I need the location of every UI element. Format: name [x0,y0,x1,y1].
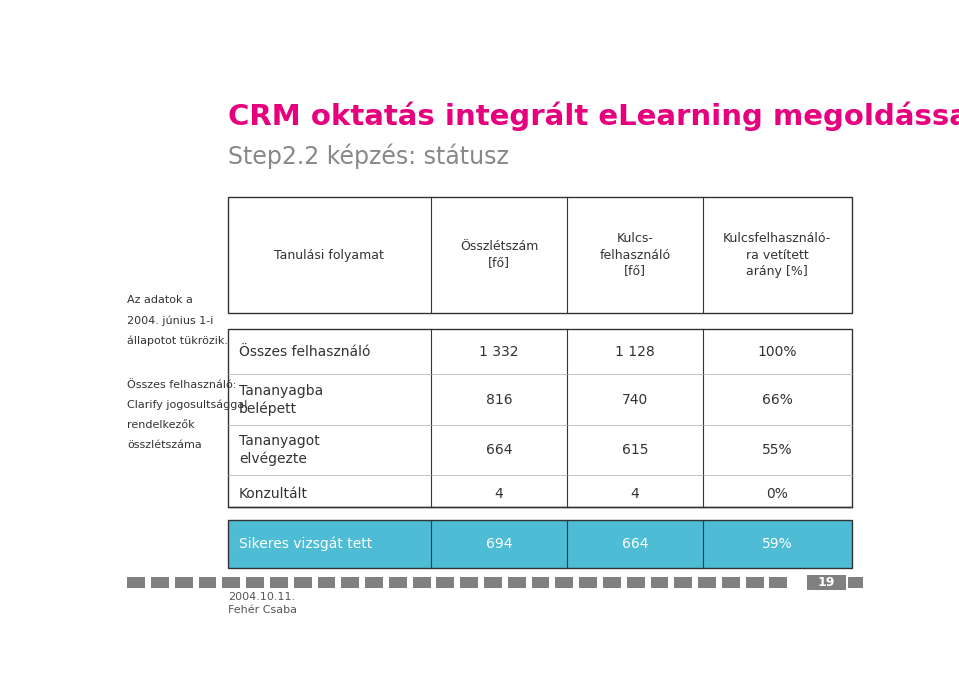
Text: 59%: 59% [762,537,793,551]
Text: 66%: 66% [761,393,793,407]
Bar [293,577,312,588]
Bar [246,577,264,588]
Text: 1 332: 1 332 [480,345,519,359]
Bar [746,577,763,588]
Text: Sikeres vizsgát tett: Sikeres vizsgát tett [239,537,372,551]
Text: Step2.2 képzés: státusz: Step2.2 képzés: státusz [227,144,508,169]
Bar [270,577,288,588]
Text: Összes felhasználó:: Összes felhasználó: [128,380,237,390]
Text: 4: 4 [630,487,640,501]
Bar [769,577,787,588]
Text: 615: 615 [621,443,648,457]
Text: CRM oktatás integrált eLearning megoldással: CRM oktatás integrált eLearning megoldás… [227,101,959,131]
Text: 664: 664 [621,537,648,551]
Bar [579,577,597,588]
Bar [365,577,383,588]
Bar [128,577,145,588]
Text: Clarify jogosultsággal: Clarify jogosultsággal [128,400,247,411]
Text: 0%: 0% [766,487,788,501]
Text: Tanulási folyamat: Tanulási folyamat [274,249,385,262]
Bar [508,577,526,588]
Bar [436,577,455,588]
Text: 2004. június 1-i: 2004. június 1-i [128,315,214,325]
Bar [849,577,866,588]
Text: Tananyagba
belépett: Tananyagba belépett [239,384,323,415]
Bar [674,577,692,588]
Text: 740: 740 [621,393,648,407]
Bar [389,577,407,588]
Bar [412,577,431,588]
Text: 4: 4 [495,487,503,501]
Bar [807,575,846,590]
Bar [698,577,716,588]
Bar [222,577,241,588]
Bar [175,577,193,588]
Text: összlétszáma: összlétszáma [128,440,202,450]
Text: 1 128: 1 128 [615,345,655,359]
Bar [227,520,852,568]
Bar [627,577,644,588]
Text: 19: 19 [818,576,835,589]
Bar [199,577,217,588]
Bar [555,577,573,588]
Text: 664: 664 [486,443,512,457]
Bar [484,577,502,588]
Bar [460,577,479,588]
Text: 816: 816 [486,393,512,407]
Text: Kulcsfelhasználó-
ra vetített
arány [%]: Kulcsfelhasználó- ra vetített arány [%] [723,232,831,278]
Text: rendelkezők: rendelkezők [128,420,195,430]
Text: 55%: 55% [762,443,793,457]
Bar [531,577,550,588]
Bar [603,577,620,588]
Bar [317,577,336,588]
Bar [722,577,739,588]
Text: 100%: 100% [758,345,797,359]
Text: Fehér Csaba: Fehér Csaba [227,605,296,615]
Text: 2004.10.11.: 2004.10.11. [227,592,294,602]
Bar [341,577,360,588]
Text: 694: 694 [486,537,512,551]
Bar [650,577,668,588]
Text: Kulcs-
felhasználó
[fő]: Kulcs- felhasználó [fő] [599,232,670,278]
Bar [152,577,169,588]
Text: Összes felhasználó: Összes felhasználó [239,345,370,359]
Text: Az adatok a: Az adatok a [128,295,193,305]
Text: állapotot tükrözik.: állapotot tükrözik. [128,336,228,346]
Text: Összlétszám
[fő]: Összlétszám [fő] [460,240,538,270]
Text: Konzultált: Konzultált [239,487,308,501]
Text: Tananyagot
elvégezte: Tananyagot elvégezte [239,434,319,466]
